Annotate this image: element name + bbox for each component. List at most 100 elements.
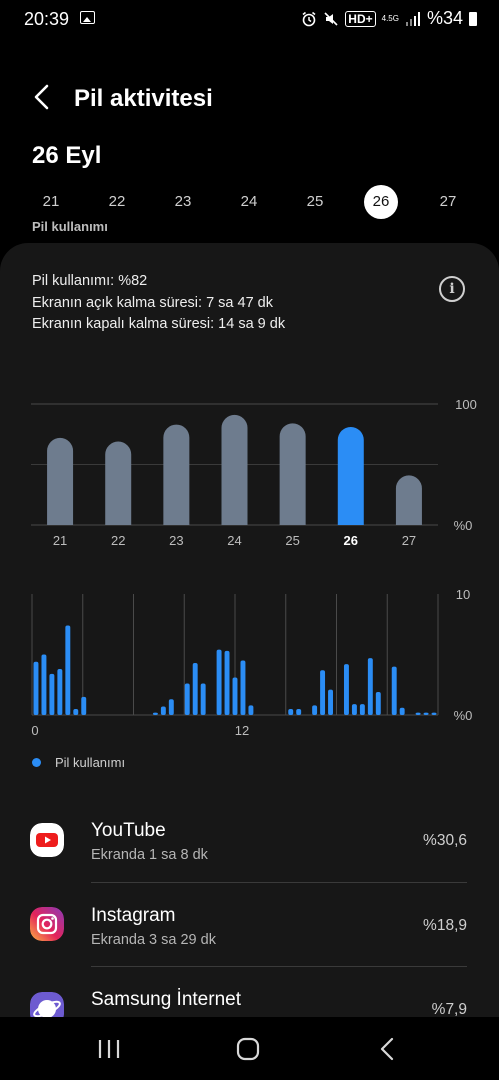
instagram-icon	[30, 907, 64, 941]
hour-bar	[216, 649, 222, 715]
hour-bar	[81, 696, 87, 715]
app-row-instagram[interactable]: Instagram Ekranda 3 sa 29 dk %18,9	[0, 894, 499, 978]
app-row-youtube[interactable]: YouTube Ekranda 1 sa 8 dk %30,6	[0, 810, 499, 894]
status-icons: HD+ 4.5G %34	[301, 8, 477, 29]
day-item[interactable]: 27	[439, 193, 457, 210]
recents-button[interactable]	[94, 1037, 124, 1061]
hour-bar	[240, 660, 246, 715]
hour-bar	[41, 654, 47, 715]
app-name: Samsung İnternet	[91, 989, 241, 1010]
hour-bar	[49, 673, 55, 715]
screen-on-time: Ekranın açık kalma süresi: 7 sa 47 dk	[32, 294, 273, 311]
mute-icon	[324, 11, 338, 26]
app-usage-percent: %30,6	[423, 832, 467, 849]
day-item[interactable]: 25	[306, 193, 324, 210]
app-name: Instagram	[91, 905, 176, 926]
y-tick-label: 10	[456, 587, 470, 602]
home-button[interactable]	[233, 1037, 263, 1061]
x-tick-label: 21	[53, 533, 67, 548]
back-button[interactable]	[28, 82, 58, 112]
hour-bar	[296, 708, 302, 715]
day-bar	[337, 426, 364, 525]
hour-bar	[359, 704, 365, 715]
app-screen-time: Ekranda 1 sa 8 dk	[91, 847, 208, 863]
net-type-label: 4.5G	[381, 14, 399, 23]
hour-bar	[375, 692, 381, 715]
day-item[interactable]: 21	[42, 193, 60, 210]
date-heading: 26 Eyl	[32, 142, 102, 169]
status-time: 20:39	[24, 9, 70, 29]
hour-bar	[224, 650, 230, 715]
day-bar	[47, 437, 74, 525]
app-row-samsung-internet[interactable]: Samsung İnternet %7,9	[0, 978, 499, 1018]
x-tick-label: 12	[235, 723, 249, 738]
x-tick-label: 0	[31, 723, 38, 738]
hour-bar	[391, 666, 397, 715]
header: Pil aktivitesi	[0, 70, 499, 130]
app-usage-percent: %18,9	[423, 917, 467, 934]
battery-percent: %34	[426, 8, 463, 28]
hour-bar	[312, 705, 318, 715]
battery-charts: 100 %0 21 22 23 24 25 26 27 10 %0 0 12	[31, 397, 477, 738]
youtube-icon	[30, 823, 64, 857]
x-tick-label: 27	[402, 533, 416, 548]
battery-icon	[469, 11, 477, 26]
hour-bar	[200, 683, 206, 715]
info-icon[interactable]: i	[439, 276, 465, 302]
day-bar	[105, 441, 132, 525]
hour-bar	[184, 683, 190, 715]
status-bar: 20:39 HD+ 4.5G %34	[0, 0, 499, 38]
hour-bar	[343, 664, 349, 715]
x-tick-label: 26	[344, 533, 358, 548]
back-nav-button[interactable]	[373, 1037, 403, 1061]
hour-bar	[423, 712, 429, 715]
hour-bar	[33, 661, 39, 715]
x-tick-label: 24	[227, 533, 241, 548]
y-tick-label: %0	[454, 518, 473, 533]
navigation-bar	[0, 1017, 499, 1080]
hour-bar	[288, 708, 294, 715]
divider	[91, 966, 467, 967]
hour-bar	[232, 677, 238, 715]
hour-bar	[168, 699, 174, 715]
hour-bar	[320, 670, 326, 715]
usage-summary: Pil kullanımı: %82 Ekranın açık kalma sü…	[32, 271, 285, 336]
legend-dot	[32, 758, 41, 767]
app-screen-time: Ekranda 3 sa 29 dk	[91, 932, 216, 948]
day-item[interactable]: 23	[174, 193, 192, 210]
app-name: YouTube	[91, 820, 166, 841]
image-icon	[80, 11, 95, 24]
hour-bar	[431, 712, 437, 715]
y-tick-label: %0	[454, 708, 473, 723]
day-item[interactable]: 22	[108, 193, 126, 210]
hour-bar	[152, 712, 158, 715]
hour-bar	[351, 704, 357, 715]
hour-bar	[328, 689, 333, 715]
samsung-internet-icon	[30, 992, 64, 1018]
x-tick-label: 22	[111, 533, 125, 548]
network-label: HD+	[345, 10, 376, 27]
day-bar	[163, 424, 190, 525]
y-tick-label: 100	[455, 397, 477, 412]
hour-bar	[65, 625, 71, 715]
hour-bar	[399, 707, 405, 715]
day-item-selected[interactable]: 26	[364, 185, 398, 219]
hour-bar	[57, 669, 63, 715]
app-usage-percent: %7,9	[431, 1001, 467, 1018]
hour-bar	[248, 705, 254, 715]
day-selector: 21 22 23 24 25 26 27	[0, 180, 499, 220]
alarm-icon	[302, 11, 316, 26]
screen-off-time: Ekranın kapalı kalma süresi: 14 sa 9 dk	[32, 316, 286, 332]
day-bar	[279, 423, 306, 525]
usage-total: Pil kullanımı: %82	[32, 273, 148, 289]
hour-bar	[192, 662, 198, 715]
page-title: Pil aktivitesi	[74, 85, 213, 112]
hour-bar	[160, 706, 166, 715]
day-item[interactable]: 24	[240, 193, 258, 210]
day-bar	[221, 414, 248, 525]
x-tick-label: 23	[169, 533, 183, 548]
chart-legend: Pil kullanımı	[32, 755, 125, 770]
signal-icon	[405, 11, 420, 26]
legend-label: Pil kullanımı	[55, 755, 126, 770]
hour-bar	[367, 658, 373, 715]
